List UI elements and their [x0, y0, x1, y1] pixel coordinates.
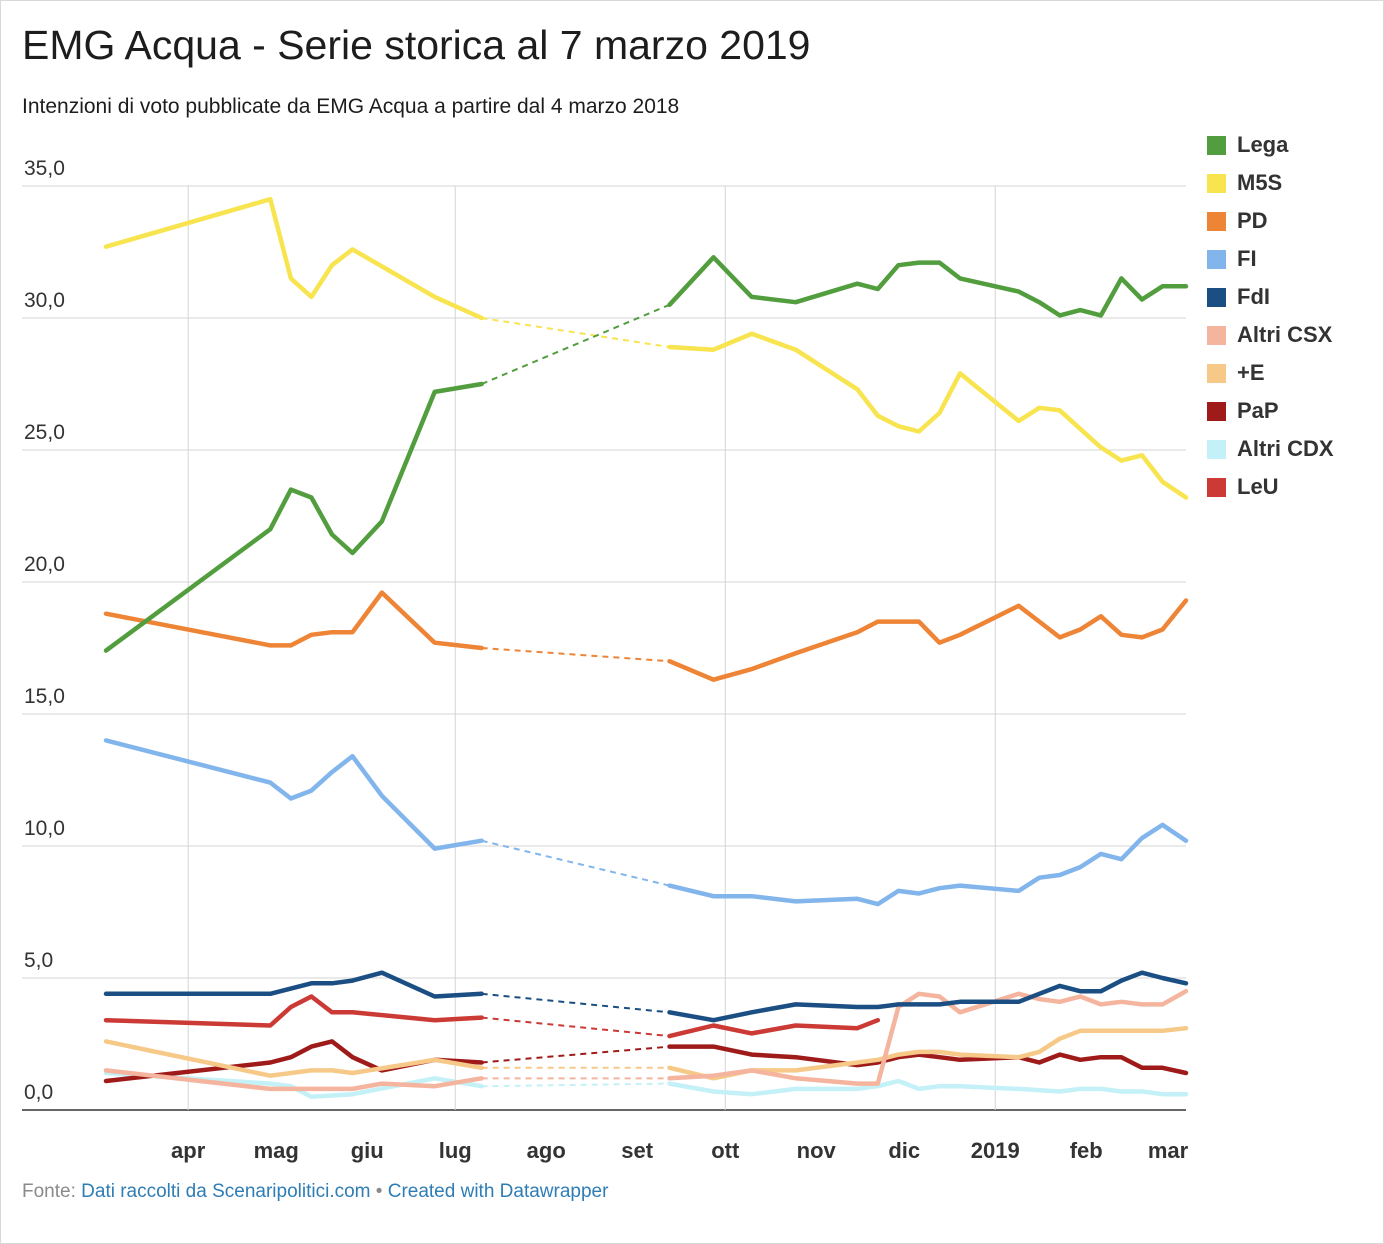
series-gap-line	[481, 317, 670, 349]
legend-label: FdI	[1237, 284, 1270, 309]
series-fi	[103, 738, 1189, 907]
series-line	[667, 988, 1189, 1086]
series-line	[103, 738, 484, 851]
y-tick-label: 10,0	[24, 817, 65, 840]
legend-swatch	[1207, 439, 1226, 459]
legend-item: PD	[1207, 202, 1334, 240]
series-lines	[103, 196, 1189, 1100]
legend-swatch	[1207, 363, 1226, 383]
x-tick-label: apr	[171, 1138, 206, 1163]
footer-separator: •	[375, 1181, 383, 1202]
x-tick-label: set	[621, 1138, 653, 1163]
legend-swatch	[1207, 173, 1226, 193]
legend-swatch	[1207, 211, 1226, 231]
legend-item: Altri CSX	[1207, 316, 1334, 354]
series-gap-line	[481, 1082, 670, 1088]
legend-item: PaP	[1207, 392, 1334, 430]
x-tick-label: nov	[797, 1138, 837, 1163]
series-pd	[103, 590, 1189, 682]
legend-label: PD	[1237, 208, 1268, 233]
legend-label: M5S	[1237, 170, 1283, 195]
y-tick-label: 35,0	[24, 157, 65, 180]
x-tick-label: ott	[711, 1138, 740, 1163]
x-tick-label: mag	[254, 1138, 299, 1163]
legend-swatch	[1207, 477, 1226, 497]
chart-subtitle: Intenzioni di voto pubblicate da EMG Acq…	[22, 95, 680, 118]
x-tick-label: feb	[1070, 1138, 1103, 1163]
series--e	[103, 1025, 1189, 1081]
legend-item: FI	[1207, 240, 1334, 278]
series-gap-line	[481, 647, 670, 663]
x-tick-label: giu	[351, 1138, 384, 1163]
legend-label: Altri CDX	[1237, 436, 1334, 461]
y-tick-label: 5,0	[24, 949, 53, 972]
legend-item: LeU	[1207, 468, 1334, 506]
x-tick-label: dic	[888, 1138, 920, 1163]
legend-item: Lega	[1207, 126, 1334, 164]
series-leu	[103, 994, 881, 1039]
series-lega	[103, 255, 1189, 653]
series-line	[103, 196, 484, 321]
series-line	[667, 598, 1189, 682]
legend-swatch	[1207, 287, 1226, 307]
series-gap-line	[481, 839, 670, 887]
series-gap-line	[481, 303, 670, 385]
legend-label: Lega	[1237, 132, 1289, 157]
series-line	[103, 381, 484, 653]
legend-item: FdI	[1207, 278, 1334, 316]
series-line	[103, 970, 484, 999]
y-tick-label: 25,0	[24, 421, 65, 444]
y-tick-label: 30,0	[24, 289, 65, 312]
x-axis: apr mag giu lug ago set ott nov dic 2019 feb mar	[171, 1138, 1189, 1163]
series-altri-cdx	[103, 1070, 1189, 1100]
legend-swatch	[1207, 325, 1226, 345]
series-line	[667, 1025, 1189, 1081]
datawrapper-link[interactable]: Created with Datawrapper	[387, 1181, 609, 1202]
footer-prefix: Fonte:	[22, 1181, 76, 1202]
series-line	[103, 590, 484, 651]
series-line	[667, 1078, 1189, 1097]
legend-label: +E	[1237, 360, 1265, 385]
legend-label: Altri CSX	[1237, 322, 1333, 347]
series-line	[667, 1044, 1189, 1076]
legend-label: LeU	[1237, 474, 1279, 499]
series-line	[667, 331, 1189, 500]
series-line	[103, 994, 484, 1028]
y-axis: 0,0 5,0 10,0 15,0 20,0 25,0 30,0 35,0	[24, 157, 65, 1104]
x-tick-label: lug	[439, 1138, 472, 1163]
legend-label: FI	[1237, 246, 1257, 271]
y-tick-label: 0,0	[24, 1081, 53, 1104]
legend-swatch	[1207, 249, 1226, 269]
series-line	[103, 1070, 484, 1100]
series-gap-line	[481, 1016, 670, 1038]
series-fdi	[103, 970, 1189, 1023]
footer: Fonte: Dati raccolti da Scenaripolitici.…	[22, 1181, 608, 1203]
legend-item: M5S	[1207, 164, 1334, 202]
legend-item: +E	[1207, 354, 1334, 392]
legend-label: PaP	[1237, 398, 1279, 423]
series-gap-line	[481, 1045, 670, 1064]
series-m5s	[103, 196, 1189, 500]
series-line	[103, 1039, 484, 1078]
legend-swatch	[1207, 135, 1226, 155]
y-tick-label: 20,0	[24, 553, 65, 576]
x-tick-label: mar	[1148, 1138, 1189, 1163]
y-tick-label: 15,0	[24, 685, 65, 708]
series-line	[667, 1017, 881, 1039]
series-altri-csx	[103, 988, 1189, 1092]
series-line	[667, 970, 1189, 1023]
legend: Lega M5S PD FI FdI Altri CSX +E PaP Altri CDX LeU	[1207, 126, 1334, 506]
legend-swatch	[1207, 401, 1226, 421]
source-link[interactable]: Dati raccolti da Scenaripolitici.com	[81, 1181, 371, 1202]
x-tick-label: 2019	[971, 1138, 1020, 1163]
chart-title: EMG Acqua - Serie storica al 7 marzo 201…	[22, 22, 811, 68]
series-line	[667, 255, 1189, 318]
x-tick-label: ago	[527, 1138, 566, 1163]
series-gap-line	[481, 992, 670, 1014]
series-line	[667, 822, 1189, 907]
series-line	[103, 1068, 484, 1092]
legend-item: Altri CDX	[1207, 430, 1334, 468]
grid	[22, 185, 1186, 1111]
